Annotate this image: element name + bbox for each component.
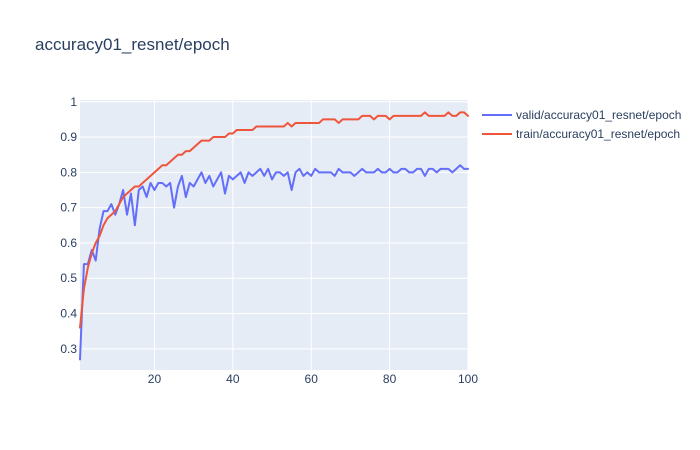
y-tick-label: 0.4 (60, 307, 77, 321)
x-tick-label: 20 (148, 372, 162, 386)
legend-item[interactable]: train/accuracy01_resnet/epoch (482, 127, 680, 141)
chart-title: accuracy01_resnet/epoch (35, 35, 230, 54)
y-tick-label: 0.5 (60, 271, 77, 285)
y-tick-label: 0.6 (60, 236, 77, 250)
legend-label: train/accuracy01_resnet/epoch (516, 127, 680, 141)
series-lines (79, 111, 469, 361)
x-tick-label: 40 (226, 372, 240, 386)
plot-area (80, 100, 468, 370)
y-tick-label: 0.8 (60, 165, 77, 179)
x-tick-label: 100 (458, 372, 478, 386)
legend-label: valid/accuracy01_resnet/epoch (516, 108, 681, 122)
y-tick-label: 0.9 (60, 130, 77, 144)
axis-ticks: 0.3 0.4 0.5 0.6 0.7 0.8 0.9 1 20 40 60 80 100 (60, 95, 478, 386)
x-tick-label: 80 (383, 372, 397, 386)
y-tick-label: 0.3 (60, 342, 77, 356)
y-tick-label: 1 (70, 95, 77, 109)
y-tick-label: 0.7 (60, 201, 77, 215)
series-line-valid (79, 164, 469, 361)
x-tick-label: 60 (305, 372, 319, 386)
legend[interactable]: valid/accuracy01_resnet/epoch train/accur… (482, 108, 681, 141)
grid (80, 100, 469, 370)
legend-item[interactable]: valid/accuracy01_resnet/epoch (482, 108, 681, 122)
series-line-train (79, 111, 469, 329)
